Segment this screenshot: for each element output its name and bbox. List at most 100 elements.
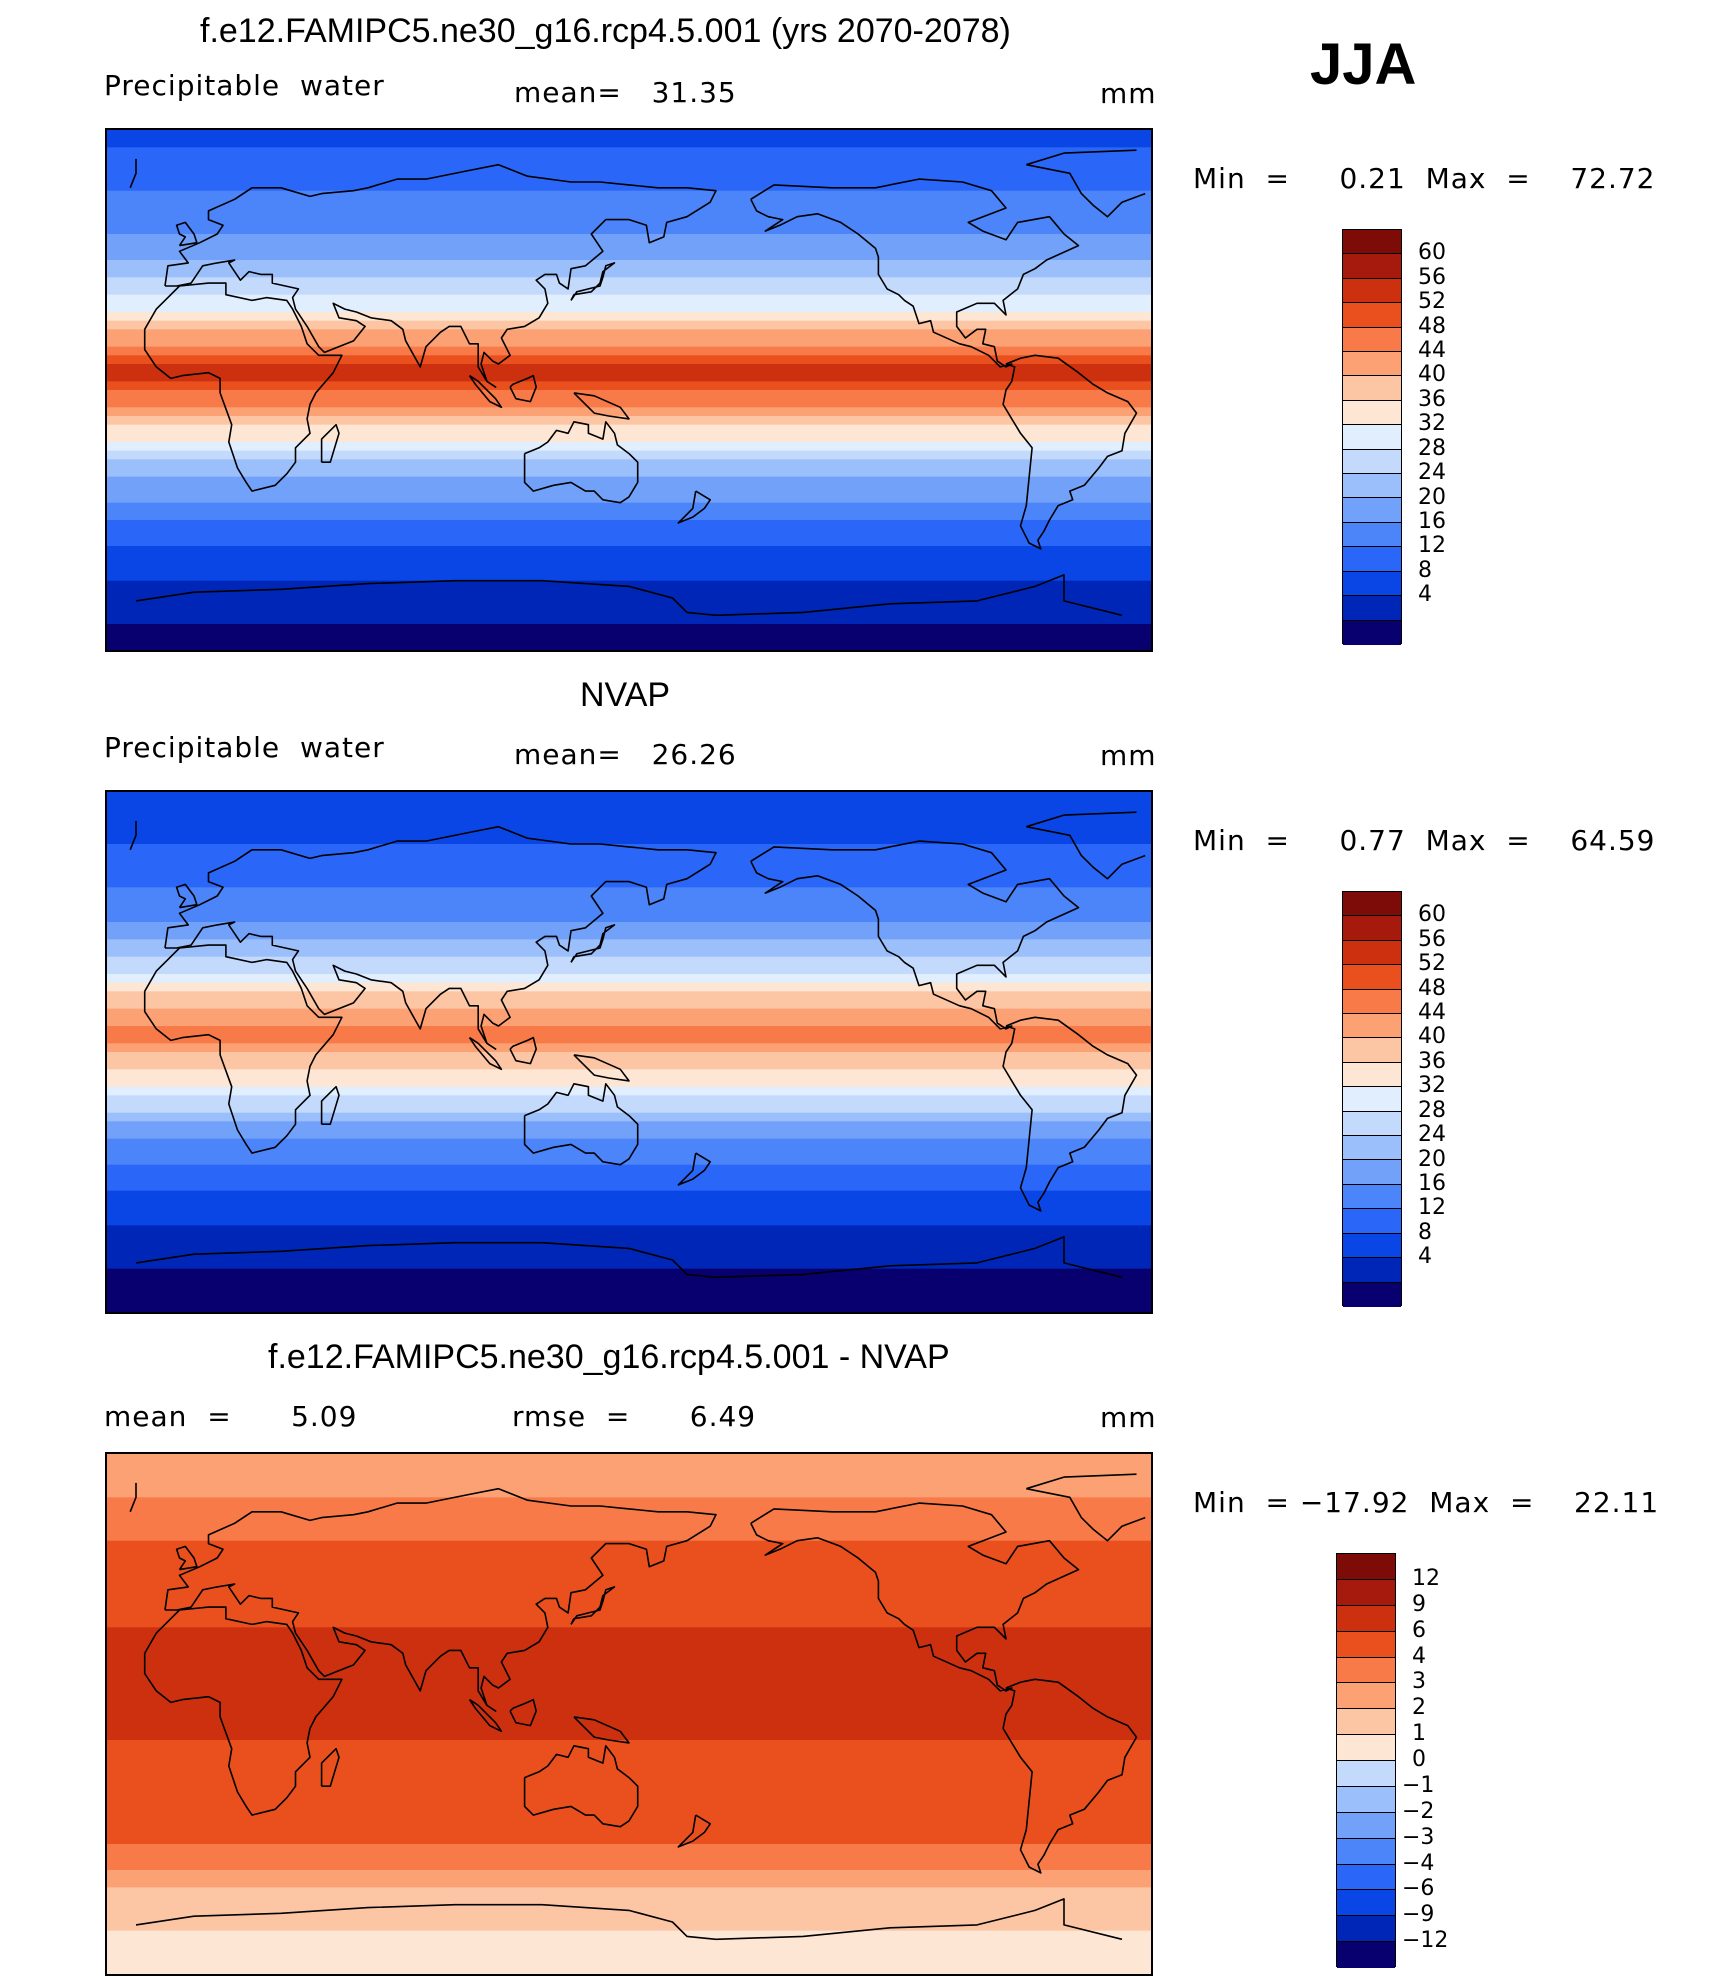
field-band [107, 1714, 1151, 1724]
colorbar-tick-label: 3 [1412, 1669, 1426, 1695]
colorbar-cell [1337, 1605, 1395, 1632]
field-band [107, 1956, 1151, 1966]
colorbar-tick-label: 36 [1418, 1048, 1446, 1074]
field-band [107, 433, 1151, 443]
field-band [107, 861, 1151, 871]
colorbar-cell [1343, 1233, 1401, 1259]
field-band [107, 1190, 1151, 1200]
field-band [107, 826, 1151, 836]
colorbar-tick-label: 40 [1418, 1024, 1446, 1050]
field-band [107, 355, 1151, 365]
field-band [107, 1268, 1151, 1278]
field-band [107, 303, 1151, 313]
field-band [107, 1069, 1151, 1079]
colorbar-tick-label: 4 [1418, 582, 1432, 608]
field-band [107, 792, 1151, 802]
field-band [107, 930, 1151, 940]
field-band [107, 156, 1151, 166]
coastline-madagascar [320, 1085, 340, 1125]
field-band [107, 1294, 1151, 1304]
field-band [107, 537, 1151, 547]
colorbar-tick-label: 16 [1418, 508, 1446, 534]
colorbar-tick-label: 0 [1412, 1747, 1426, 1772]
coastline-borneo [509, 374, 537, 403]
colorbar-cell [1343, 916, 1401, 941]
field-band [107, 1043, 1151, 1053]
coastline-japan [570, 924, 616, 963]
field-band [107, 234, 1151, 244]
field-band [107, 1575, 1151, 1585]
field-band [107, 974, 1151, 984]
field-band [107, 190, 1151, 200]
coastline-eurasia [164, 1487, 717, 1712]
field-band [107, 1540, 1151, 1550]
colorbar-cell [1343, 1014, 1401, 1039]
field-band [107, 1558, 1151, 1568]
field-band [107, 1679, 1151, 1689]
colorbar-cell [1343, 449, 1401, 475]
field-band [107, 818, 1151, 828]
field-band [107, 878, 1151, 888]
coastline-borneo [509, 1036, 537, 1065]
field-band [107, 1740, 1151, 1750]
field-band [107, 459, 1151, 469]
field-band [107, 1480, 1151, 1490]
field-band [107, 1121, 1151, 1131]
colorbar-tick-label: 12 [1418, 1195, 1446, 1221]
field-band [107, 1610, 1151, 1620]
field-band [107, 286, 1151, 296]
colorbar-cell [1337, 1683, 1395, 1710]
field-band [107, 1277, 1151, 1287]
field-band [107, 372, 1151, 382]
map-field [107, 1454, 1151, 1974]
field-band [107, 852, 1151, 862]
map-field [107, 130, 1151, 650]
field-band [107, 242, 1151, 252]
panel-3-title: f.e12.FAMIPC5.ne30_g16.rcp4.5.001 - NVAP [268, 1338, 950, 1376]
colorbar-tick-label: 4 [1418, 1244, 1432, 1270]
field-band [107, 1870, 1151, 1880]
field-band [107, 1653, 1151, 1663]
field-band [107, 450, 1151, 460]
field-band [107, 1688, 1151, 1698]
colorbar-tick-label: −9 [1402, 1902, 1435, 1928]
panel-1-mean-label: mean= 31.35 [514, 76, 737, 109]
colorbar-tick-label: −1 [1402, 1772, 1435, 1798]
field-band [107, 1208, 1151, 1218]
field-band [107, 407, 1151, 417]
field-band [107, 1112, 1151, 1122]
colorbar-cell [1337, 1786, 1395, 1813]
colorbar-cell [1343, 254, 1401, 279]
colorbar-cell [1343, 892, 1401, 917]
field-band [107, 173, 1151, 183]
colorbar-cell [1343, 376, 1401, 401]
colorbar-cell [1343, 425, 1401, 450]
colorbar-tick-label: 20 [1418, 1146, 1446, 1172]
field-band [107, 424, 1151, 434]
field-band [107, 1722, 1151, 1732]
field-band [107, 809, 1151, 819]
field-band [107, 1696, 1151, 1706]
field-band [107, 1199, 1151, 1209]
field-band [107, 1523, 1151, 1533]
field-band [107, 1549, 1151, 1559]
panel-2-units-label: mm [1100, 739, 1157, 772]
colorbar-tick-label: 4 [1412, 1643, 1426, 1669]
season-label: JJA [1310, 32, 1417, 97]
panel-3-units-label: mm [1100, 1401, 1157, 1434]
colorbar-cell [1343, 596, 1401, 621]
field-band [107, 1086, 1151, 1096]
colorbar-cell [1343, 547, 1401, 572]
field-band [107, 1000, 1151, 1010]
field-band [107, 1636, 1151, 1646]
colorbar-cell [1343, 1258, 1401, 1283]
coastline-south-america [1002, 1678, 1138, 1874]
field-band [107, 1861, 1151, 1871]
field-band [107, 398, 1151, 408]
colorbar-tick-label: 32 [1418, 411, 1446, 437]
field-band [107, 1939, 1151, 1949]
coastline-sumatra [468, 1698, 503, 1733]
field-band [107, 1662, 1151, 1672]
coastline-australia [523, 1083, 639, 1166]
coastline-eurasia [164, 825, 717, 1050]
